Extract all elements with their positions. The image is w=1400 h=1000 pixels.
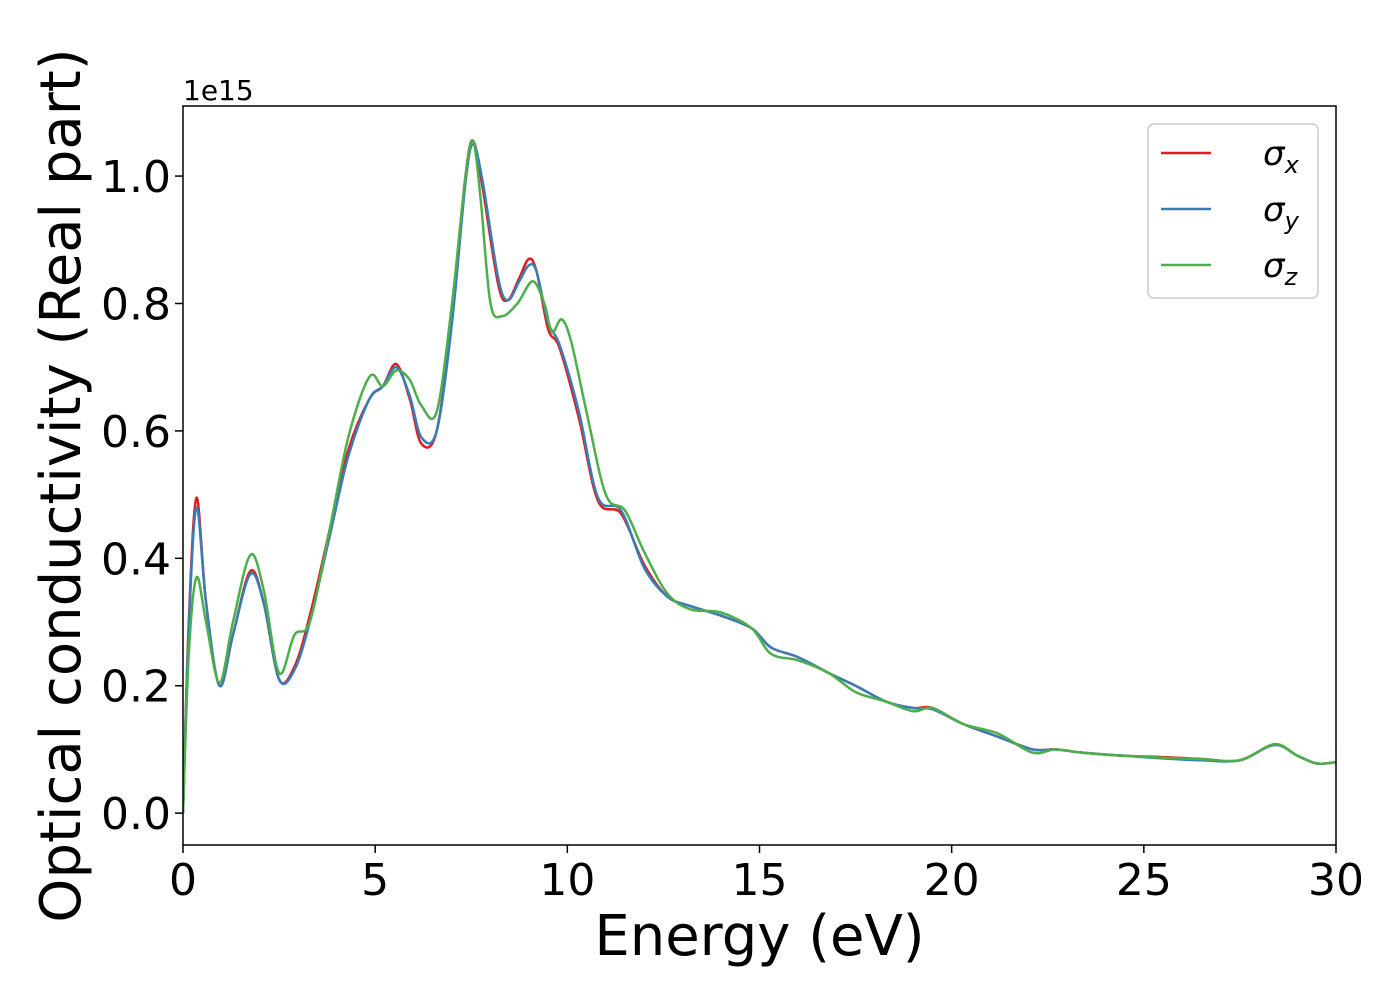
x-axis-title: Energy (eV)	[594, 904, 924, 969]
legend-box	[1147, 123, 1319, 299]
x-tick-label: 15	[732, 855, 788, 906]
series-layer	[183, 138, 1336, 814]
x-tick-label: 0	[169, 855, 197, 906]
y-axis-ticks: 0.0 0.2 0.4 0.6 0.8 1.0	[101, 152, 183, 840]
legend-label-x: σx	[1263, 134, 1300, 179]
y-axis-offset-label: 1e15	[183, 74, 254, 107]
series-line-z	[183, 138, 1336, 814]
legend: σx σy σz	[1147, 123, 1319, 299]
series-line-y	[183, 142, 1336, 814]
x-tick-label: 10	[539, 855, 595, 906]
y-tick-label: 1.0	[101, 152, 171, 203]
legend-label-z: σz	[1263, 246, 1299, 291]
x-tick-label: 5	[361, 855, 389, 906]
y-tick-label: 0.2	[101, 662, 171, 713]
y-axis-title: Optical conductivity (Real part)	[29, 48, 94, 922]
x-tick-label: 20	[924, 855, 980, 906]
y-tick-label: 0.0	[101, 789, 171, 840]
y-tick-label: 0.8	[101, 279, 171, 330]
x-axis-ticks: 0 5 10 15 20 25 30	[169, 845, 1364, 906]
y-tick-label: 0.6	[101, 407, 171, 458]
plot-area: 0 5 10 15 20 25 30 0.0 0.2 0.4 0.6 0.8 1.0	[101, 105, 1364, 906]
legend-label-y: σy	[1263, 190, 1300, 235]
y-tick-label: 0.4	[101, 534, 171, 585]
x-tick-label: 30	[1308, 855, 1364, 906]
x-tick-label: 25	[1116, 855, 1172, 906]
